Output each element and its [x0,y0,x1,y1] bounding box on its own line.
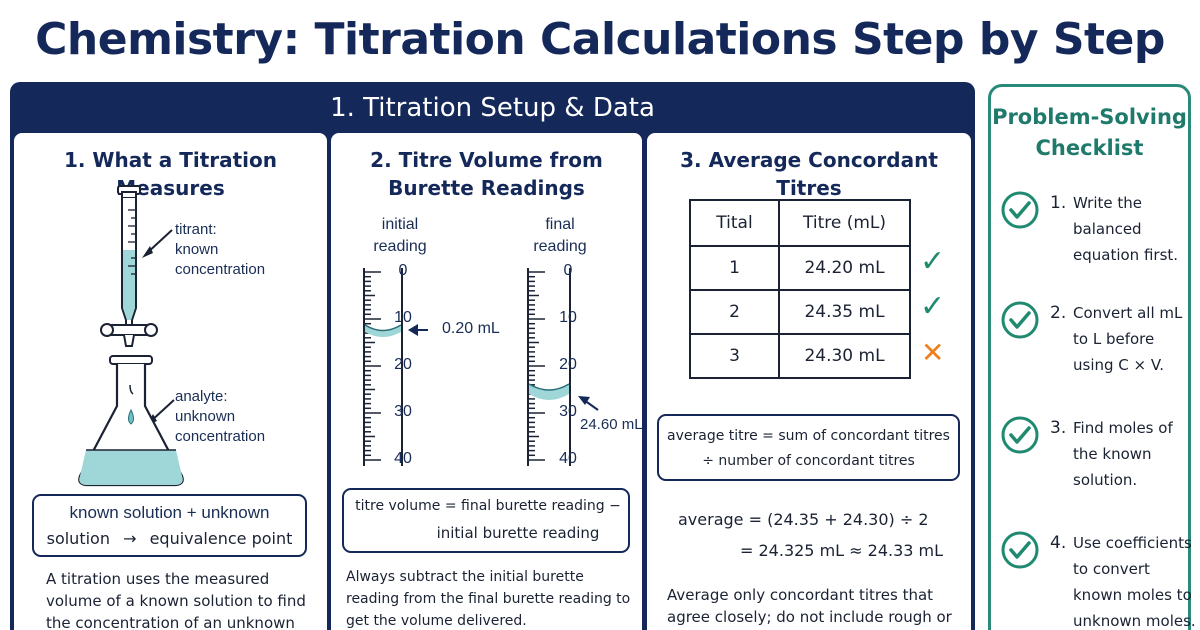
panel1-body-text: A titration uses the measured volume of … [46,570,306,630]
reaction-line1: known solution + unknown [69,503,270,522]
titrant-label: titrant: known concentration [175,221,266,278]
checklist-item-text: Find moles of the known solution. [1073,419,1173,489]
checklist-item-number: 2. [1050,303,1067,323]
burette-tick-label: 0 [398,262,408,279]
initial-reading-value: 0.20 mL [442,320,500,337]
titration-apparatus-illustration [78,185,184,487]
cross-mark-icon: ✕ [921,336,945,369]
average-calculation-line1: average = (24.35 + 24.30) ÷ 2 [678,510,929,529]
burette-tick-label: 10 [559,309,577,326]
checklist-item-number: 1. [1050,193,1067,213]
average-definition-line2: ÷ number of concordant titres [702,453,915,469]
burette-icon [100,185,158,347]
burette-tick-label: 20 [559,356,577,373]
check-circle-icon [1001,301,1039,339]
check-circle-icon [1001,191,1039,229]
reaction-equivalence-text: equivalence point [149,529,293,548]
checklist-item-text: Write the balanced equation first. [1073,194,1179,264]
burette-tick-label: 30 [394,403,412,420]
panel3-body-text: Average only concordant titres that agre… [667,586,952,626]
table-row: 2 24.35 mL [689,289,911,335]
conical-flask-icon [78,355,184,487]
table-header-trial: Tital [689,199,780,247]
burette-tick-label: 20 [394,356,412,373]
burette-tick-label: 10 [394,309,412,326]
burette-tick-label: 40 [394,450,412,467]
checklist-title: Problem-Solving Checklist [992,105,1187,160]
burette-tick-label: 0 [563,262,573,279]
panel3-title: 3. Average Concordant Titres [680,148,938,200]
checklist-item-text: Use coefficients to convert known moles … [1073,534,1196,630]
table-cell-trial: 3 [689,333,780,379]
average-definition-box [657,414,960,481]
table-header-row: Tital Titre (mL) [689,199,911,247]
check-circle-icon [1001,416,1039,454]
checklist-item-number: 3. [1050,418,1067,438]
titre-formula-box [342,488,630,553]
burette-tick-label: 30 [559,403,577,420]
section-title: 1. Titration Setup & Data [330,93,655,123]
average-definition-line1: average titre = sum of concordant titres [667,428,950,444]
table-cell-titre: 24.30 mL [778,333,911,379]
table-cell-trial: 2 [689,289,780,335]
initial-burette-scale [363,268,403,466]
reaction-line2: solution → equivalence point [32,529,307,548]
check-mark-icon: ✓ [920,244,946,279]
final-reading-label: final reading [533,216,587,255]
final-burette-scale [527,268,571,466]
analyte-label: analyte: unknown concentration [175,388,266,445]
checklist-item-number: 4. [1050,533,1067,553]
table-cell-trial: 1 [689,245,780,291]
table-row: 3 24.30 mL [689,333,911,379]
table-row: 1 24.20 mL [689,245,911,291]
table-cell-titre: 24.20 mL [778,245,911,291]
final-reading-value: 24.60 mL [580,416,643,433]
burette-readings-diagram [363,268,599,466]
panel2-body-text: Always subtract the initial burette read… [346,569,631,629]
check-circle-icon [1001,531,1039,569]
panel2-title: 2. Titre Volume from Burette Readings [370,148,603,200]
checklist-item-text: Convert all mL to L before using C × V. [1073,304,1183,374]
burette-tick-label: 40 [559,450,577,467]
check-mark-icon: ✓ [920,289,946,324]
titre-formula-line1: titre volume = final burette reading − [355,498,621,514]
table-header-titre: Titre (mL) [778,199,911,247]
table-cell-titre: 24.35 mL [778,289,911,335]
titre-results-table: Tital Titre (mL) 1 24.20 mL 2 24.35 mL 3… [689,199,911,379]
average-calculation-line2: = 24.325 mL ≈ 24.33 mL [740,541,944,560]
initial-reading-label: initial reading [373,216,427,255]
reaction-solution-text: solution [46,529,110,548]
arrow-right-icon: → [123,529,137,548]
page-title: Chemistry: Titration Calculations Step b… [35,14,1165,65]
titre-formula-line2: initial burette reading [436,524,600,542]
reaction-summary-box [32,494,307,557]
